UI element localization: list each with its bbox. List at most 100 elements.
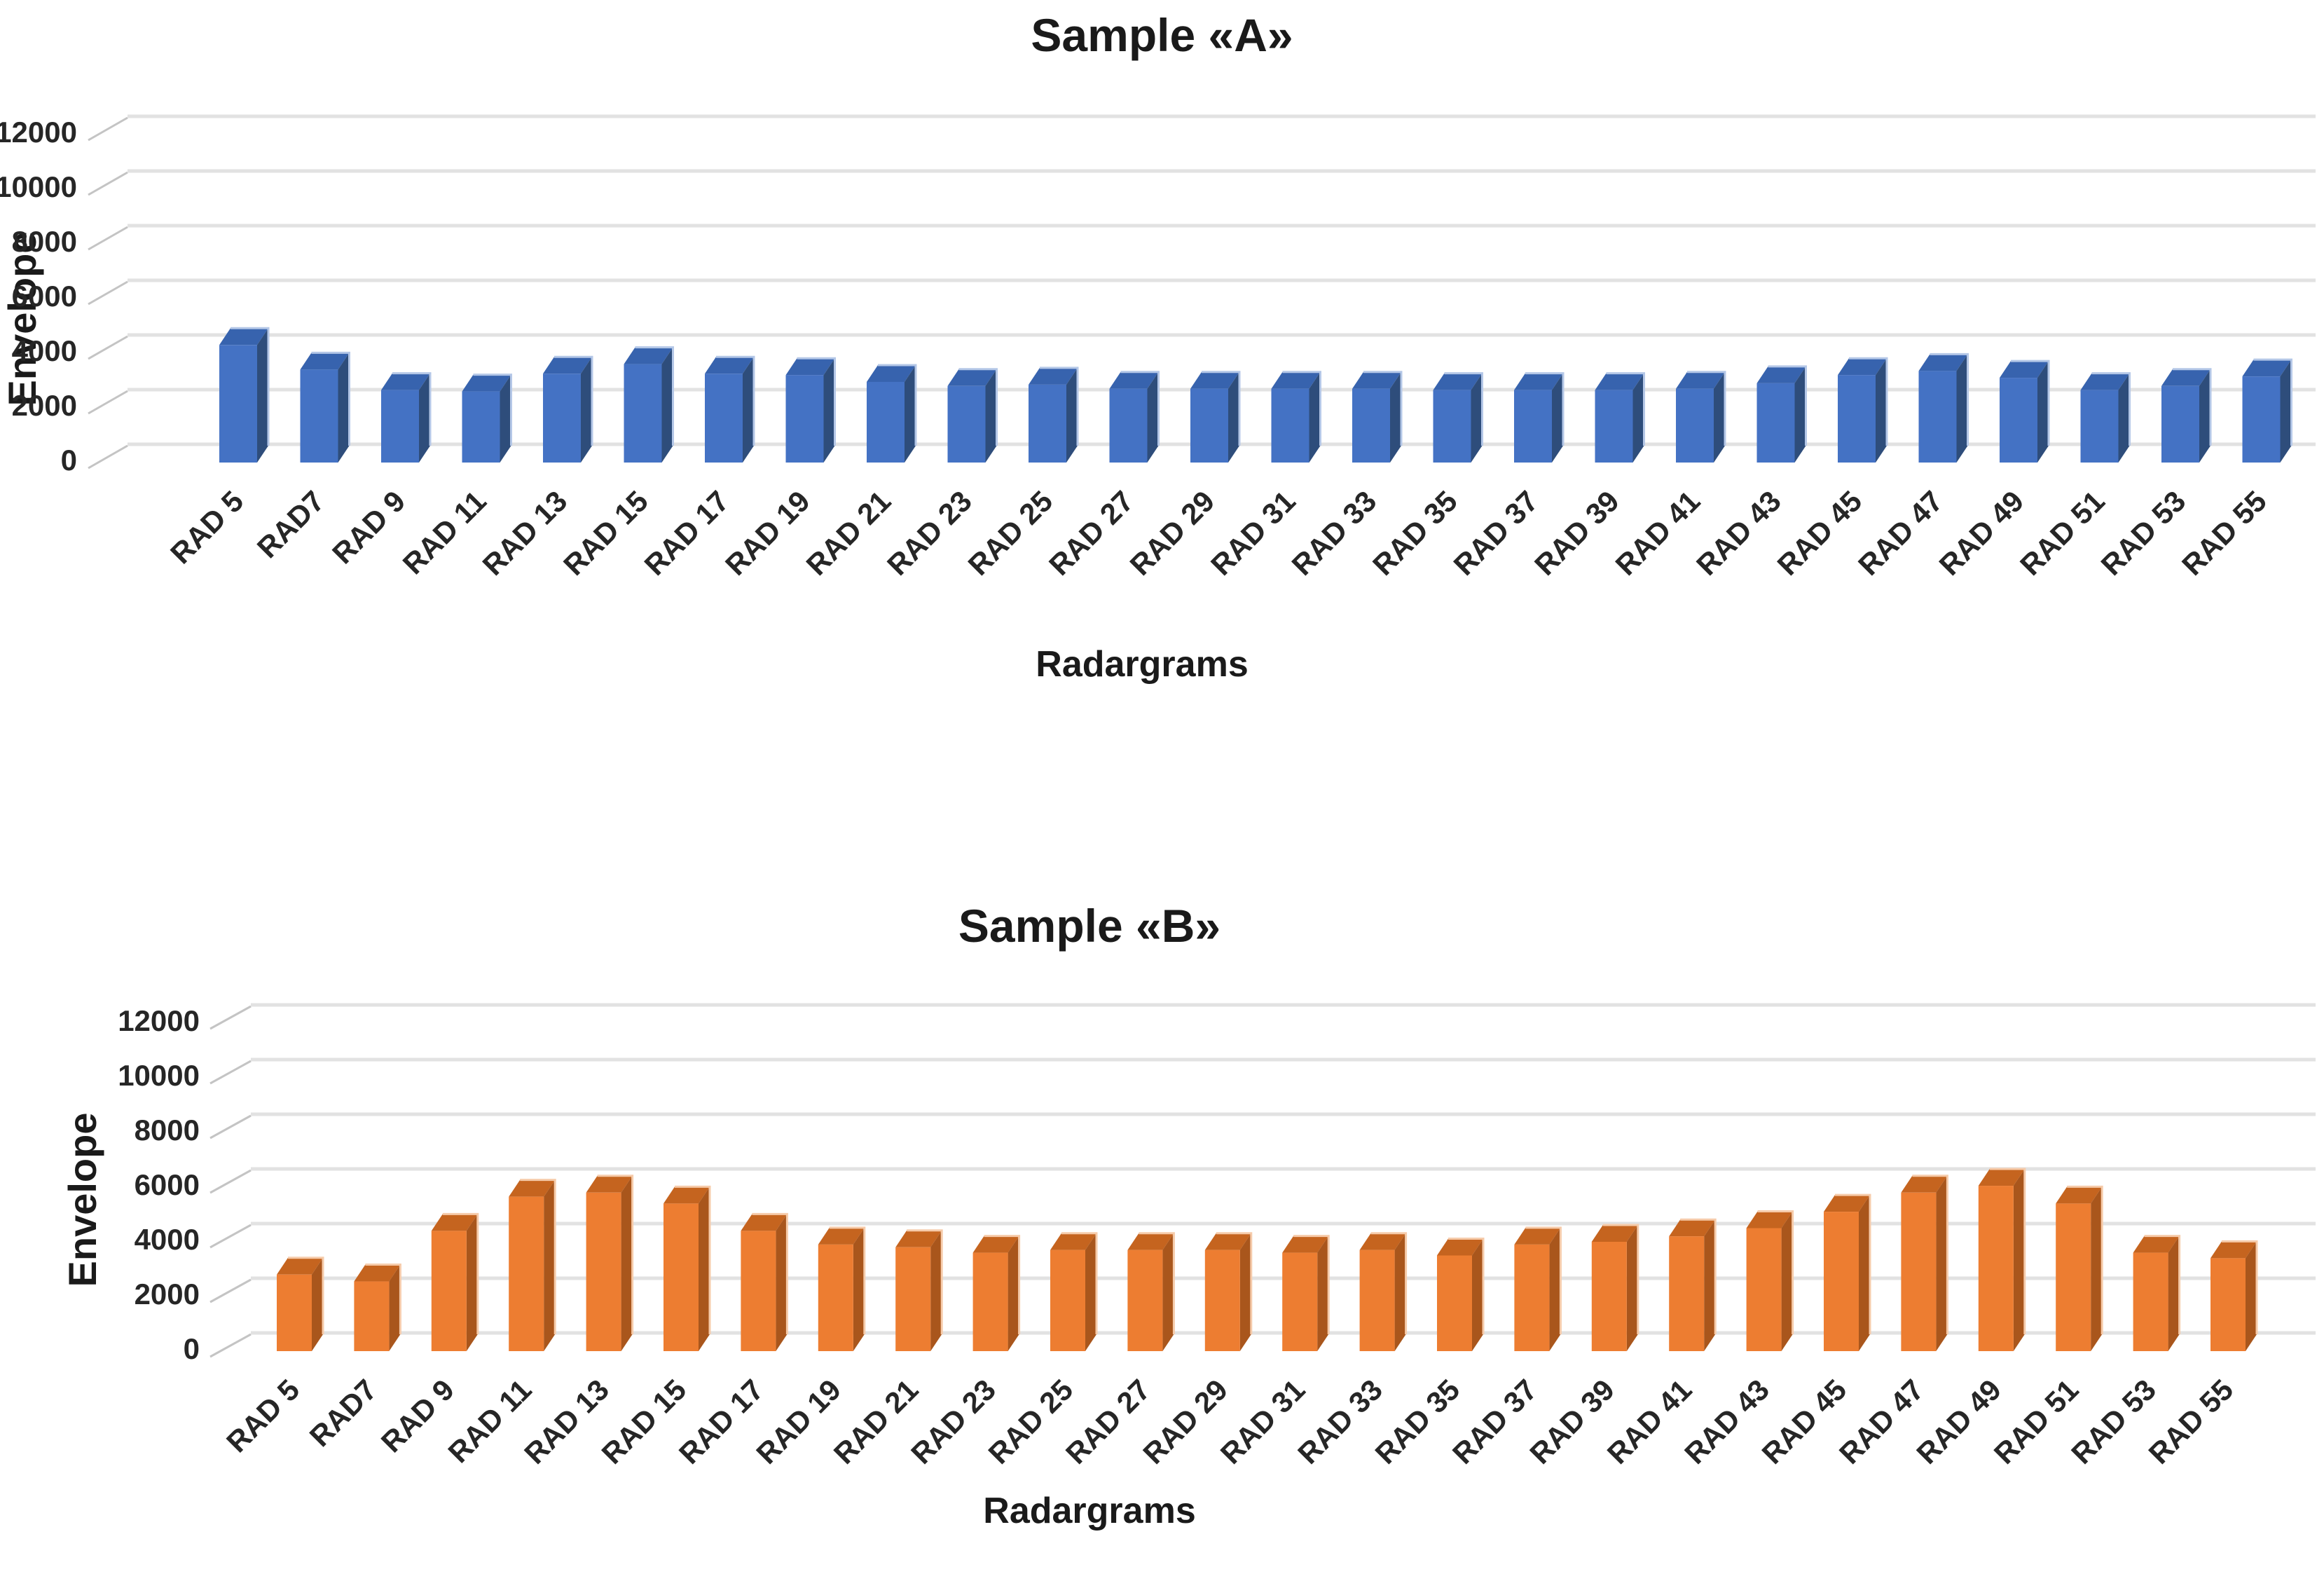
x-category-label-rad-35: RAD 35 xyxy=(1368,1373,1466,1470)
x-category-label-rad-55: RAD 55 xyxy=(2175,484,2273,582)
x-category-label-rad-43: RAD 43 xyxy=(1690,484,1787,582)
bar-rad-53 xyxy=(2161,368,2212,463)
axis-tick-stub-0 xyxy=(88,444,128,470)
x-category-label-rad-39: RAD 39 xyxy=(1528,484,1625,582)
x-category-label-rad-23: RAD 23 xyxy=(881,484,978,582)
x-category-label-rad7: RAD7 xyxy=(303,1373,383,1453)
x-category-label-rad-33: RAD 33 xyxy=(1291,1373,1389,1470)
x-category-label-rad-37: RAD 37 xyxy=(1447,484,1544,582)
x-category-label-rad-35: RAD 35 xyxy=(1366,484,1464,582)
x-category-label-rad-11: RAD 11 xyxy=(397,484,493,580)
x-category-label-rad-15: RAD 15 xyxy=(557,484,654,582)
x-category-label-rad-43: RAD 43 xyxy=(1678,1373,1775,1470)
axis-tick-stub-10000 xyxy=(209,1060,252,1085)
bar-rad-5 xyxy=(219,327,270,463)
bar-rad-49 xyxy=(1978,1168,2026,1351)
y-tick-label-4000: 4000 xyxy=(135,1223,200,1256)
bar-rad-15 xyxy=(663,1185,711,1351)
bar-rad-39 xyxy=(1595,372,1645,463)
bar-rad-45 xyxy=(1824,1193,1871,1351)
x-category-label-rad-51: RAD 51 xyxy=(1988,1373,2085,1470)
y-tick-label-4000: 4000 xyxy=(12,334,77,367)
x-category-label-rad-53: RAD 53 xyxy=(2094,484,2192,582)
y-tick-label-2000: 2000 xyxy=(135,1278,200,1310)
x-category-label-rad-55: RAD 55 xyxy=(2142,1373,2239,1470)
bar-rad-37 xyxy=(1514,372,1565,463)
x-category-label-rad-21: RAD 21 xyxy=(799,484,897,582)
bar-rad-13 xyxy=(543,355,593,463)
bar-rad-31 xyxy=(1282,1235,1330,1351)
axis-tick-stub-4000 xyxy=(209,1224,252,1249)
bar-rad-39 xyxy=(1591,1224,1639,1351)
y-tick-label-8000: 8000 xyxy=(12,225,77,258)
bar-rad-43 xyxy=(1756,365,1807,463)
x-category-label-rad-11: RAD 11 xyxy=(441,1373,537,1469)
bar-rad-17 xyxy=(705,355,755,463)
x-category-label-rad-41: RAD 41 xyxy=(1609,484,1706,582)
bar-rad-49 xyxy=(2000,360,2050,463)
x-category-label-rad-41: RAD 41 xyxy=(1601,1373,1698,1470)
bar-rad-27 xyxy=(1127,1232,1175,1351)
axis-tick-stub-12000 xyxy=(209,1005,252,1030)
x-category-label-rad-27: RAD 27 xyxy=(1059,1373,1157,1470)
chart-a-plot-area: 12000 10000 8000 6000 4000 2000 0 RAD 5 RAD7 RAD … xyxy=(0,114,2316,582)
x-category-label-rad-5: RAD 5 xyxy=(164,484,249,570)
bar-rad-21 xyxy=(867,364,917,463)
bar-rad-11 xyxy=(509,1179,556,1351)
chart-a-title: Sample «A» xyxy=(1031,9,1293,61)
chart-b-title: Sample «B» xyxy=(958,900,1221,952)
bar-rad-9 xyxy=(381,372,432,463)
bar-rad-25 xyxy=(1050,1232,1098,1351)
bar-rad-35 xyxy=(1437,1238,1485,1351)
bar-rad-43 xyxy=(1746,1210,1794,1351)
x-category-label-rad7: RAD7 xyxy=(251,484,331,564)
x-category-label-rad-29: RAD 29 xyxy=(1123,484,1221,582)
bar-rad-31 xyxy=(1271,371,1321,463)
bar-rad7 xyxy=(300,351,350,463)
axis-tick-stub-6000 xyxy=(209,1169,252,1194)
x-category-label-rad-51: RAD 51 xyxy=(2014,484,2111,582)
x-category-label-rad-33: RAD 33 xyxy=(1285,484,1382,582)
bar-rad-23 xyxy=(972,1235,1021,1351)
axis-tick-stub-2000 xyxy=(88,390,128,415)
x-category-label-rad-19: RAD 19 xyxy=(750,1373,847,1470)
x-category-label-rad-53: RAD 53 xyxy=(2065,1373,2162,1470)
bar-rad-5 xyxy=(277,1257,324,1351)
y-tick-label-12000: 12000 xyxy=(118,1004,200,1037)
x-category-label-rad-13: RAD 13 xyxy=(476,484,573,582)
chart-b-x-axis-label: Radargrams xyxy=(983,1491,1196,1531)
bar-rad-45 xyxy=(1838,357,1888,463)
x-category-label-rad-27: RAD 27 xyxy=(1043,484,1140,582)
x-category-label-rad-45: RAD 45 xyxy=(1755,1373,1852,1470)
bar-rad-17 xyxy=(741,1212,788,1351)
x-category-label-rad-31: RAD 31 xyxy=(1204,484,1302,582)
x-category-label-rad-39: RAD 39 xyxy=(1523,1373,1621,1470)
x-category-label-rad-47: RAD 47 xyxy=(1833,1373,1930,1470)
x-category-label-rad-15: RAD 15 xyxy=(595,1373,692,1470)
bar-rad-47 xyxy=(1918,352,1969,463)
y-tick-label-2000: 2000 xyxy=(12,389,77,422)
bar-rad-51 xyxy=(2080,372,2131,463)
y-tick-label-0: 0 xyxy=(61,444,77,477)
bar-rad-41 xyxy=(1676,371,1726,463)
y-tick-label-12000: 12000 xyxy=(0,116,77,149)
x-category-label-rad-25: RAD 25 xyxy=(982,1373,1079,1470)
x-category-label-rad-47: RAD 47 xyxy=(1852,484,1949,582)
x-category-label-rad-23: RAD 23 xyxy=(905,1373,1002,1470)
bar-rad-19 xyxy=(818,1226,866,1351)
bar-rad-37 xyxy=(1514,1226,1562,1351)
bar-rad-23 xyxy=(947,368,998,463)
axis-tick-stub-12000 xyxy=(88,116,128,142)
bar-rad-25 xyxy=(1029,367,1079,463)
bar-rad-27 xyxy=(1109,371,1160,463)
axis-tick-stub-6000 xyxy=(88,280,128,306)
bar-rad-13 xyxy=(586,1175,634,1351)
bar-rad-55 xyxy=(2242,358,2292,463)
axis-tick-stub-2000 xyxy=(209,1278,252,1303)
axis-tick-stub-10000 xyxy=(88,171,128,196)
bar-rad-19 xyxy=(785,357,836,463)
axis-tick-stub-4000 xyxy=(88,335,128,360)
x-category-label-rad-5: RAD 5 xyxy=(220,1373,305,1458)
